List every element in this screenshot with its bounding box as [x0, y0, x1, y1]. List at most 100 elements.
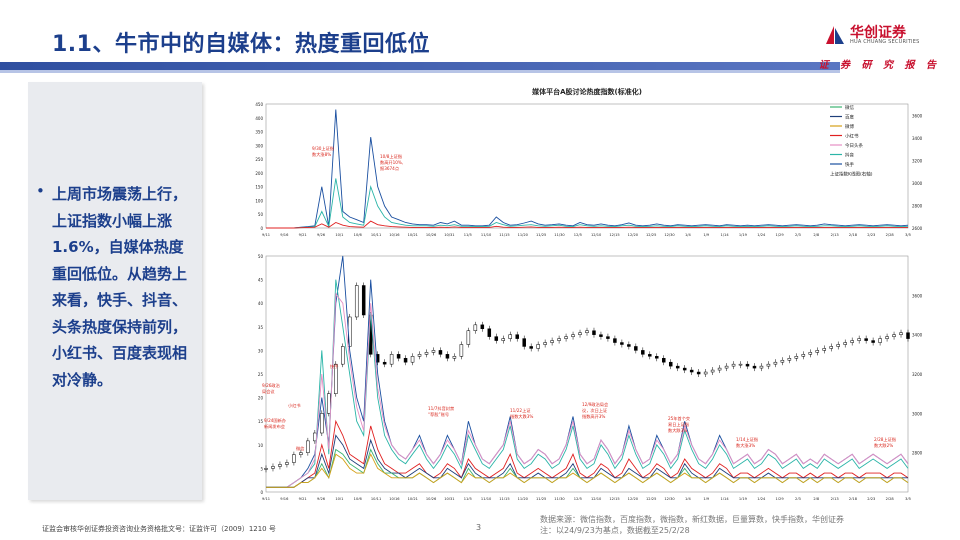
kline-candle — [620, 342, 624, 345]
kline-candle — [361, 285, 366, 316]
kline-candle — [438, 350, 443, 355]
x-tick-label: 1/29 — [776, 497, 785, 500]
legend-label: 抖音 — [845, 152, 854, 159]
chart-annotation: 12/9政治局会 — [582, 401, 609, 408]
series-line-微博 — [266, 453, 909, 488]
kline-candle — [536, 344, 540, 349]
x-tick-label: 9/21 — [299, 497, 307, 500]
kline-candle — [354, 285, 359, 318]
x-tick-label: 3/5 — [905, 233, 911, 237]
x-tick-label: 12/30 — [664, 497, 675, 500]
y-left-tick-label: 50 — [258, 254, 264, 259]
x-tick-label: 2/23 — [867, 497, 875, 500]
chart-annotation: 数大涨8% — [312, 151, 331, 158]
x-tick-label: 9/26 — [317, 233, 326, 237]
y-right-tick-label: 2800 — [912, 451, 922, 456]
heat-index-chart: 媒体平台A股讨论热度指数(标准化)05010015020025030035040… — [255, 87, 922, 500]
chart-annotation: 数大跌2% — [874, 442, 893, 449]
plot-frame — [265, 255, 909, 493]
kline-candle — [648, 354, 652, 357]
series-line-抖音 — [266, 279, 909, 488]
y-right-tick-label: 2600 — [912, 226, 922, 231]
kline-candle — [780, 359, 785, 363]
chart-annotation: 数高开10%, — [380, 159, 403, 166]
kline-candle — [466, 330, 471, 345]
x-tick-label: 1/9 — [703, 497, 709, 500]
kline-candle — [710, 369, 715, 373]
x-tick-label: 2/18 — [849, 233, 858, 237]
kline-candle — [396, 354, 401, 359]
x-tick-label: 2/13 — [831, 497, 839, 500]
kline-candle — [431, 350, 436, 353]
kline-candle — [703, 371, 708, 375]
chart-annotation: 1/14上证指 — [736, 436, 758, 443]
y-left-tick-label: 400 — [255, 116, 263, 121]
x-tick-label: 11/20 — [518, 497, 529, 500]
x-tick-label: 1/9 — [703, 233, 709, 237]
x-tick-label: 2/13 — [831, 233, 839, 237]
kline-candle — [871, 340, 875, 343]
kline-candle — [341, 346, 345, 365]
x-tick-label: 10/16 — [389, 497, 400, 500]
slide-title: 1.1、牛市中的自媒体：热度重回低位 — [52, 32, 430, 57]
x-tick-label: 2/18 — [849, 497, 858, 500]
y-left-tick-label: 5 — [260, 466, 263, 471]
x-tick-label: 9/16 — [280, 233, 289, 237]
note-line: 注：以24/9/23为基点，数据截至25/2/28 — [540, 526, 690, 535]
chart-annotation: 11/7抖音封禁 — [428, 405, 454, 412]
chart-annotation: 2/28上证指 — [874, 436, 896, 443]
y-left-tick-label: 0 — [260, 490, 263, 495]
x-tick-label: 12/15 — [609, 497, 619, 500]
footer-license: 证监会审核华创证券投资咨询业务资格批文号：证监许可（2009）1210 号 — [42, 525, 276, 533]
y-left-tick-label: 100 — [255, 198, 263, 203]
x-tick-label: 9/21 — [299, 233, 307, 237]
legend-label: 微信 — [845, 104, 854, 111]
kline-candle — [801, 354, 806, 357]
kline-candle — [815, 350, 820, 353]
x-tick-label: 3/5 — [905, 497, 911, 500]
x-tick-label: 9/11 — [262, 233, 270, 237]
kline-candle — [773, 361, 778, 365]
kline-candle — [327, 393, 331, 414]
source-line: 数据来源：微信指数，百度指数，微指数，新红数据，巨量算数，快手指数，华创证券 — [540, 515, 844, 524]
x-tick-label: 12/20 — [628, 233, 639, 237]
x-tick-label: 10/31 — [444, 497, 454, 500]
chart-annotation: 指数大跌3% — [510, 413, 533, 420]
y-left-tick-label: 300 — [255, 143, 263, 148]
kline-candle — [724, 365, 729, 369]
x-tick-label: 1/19 — [739, 497, 748, 500]
kline-candle — [564, 336, 568, 339]
chart-annotation: 9/26政治 — [262, 382, 280, 389]
series-line-快手 — [266, 109, 909, 229]
x-tick-label: 9/11 — [262, 497, 270, 500]
y-right-tick-label: 3600 — [912, 293, 922, 298]
kline-candle — [787, 358, 792, 361]
kline-candle — [320, 413, 324, 434]
y-left-tick-label: 45 — [258, 278, 264, 283]
chart-annotation: 易日上证指 — [668, 421, 689, 428]
x-tick-label: 9/16 — [280, 497, 289, 500]
kline-candle — [794, 356, 799, 359]
x-tick-label: 10/6 — [354, 233, 363, 237]
x-tick-label: 10/21 — [408, 233, 418, 237]
x-tick-label: 11/5 — [464, 233, 472, 237]
y-left-tick-label: 200 — [255, 171, 263, 176]
x-tick-label: 1/14 — [721, 233, 730, 237]
y-left-tick-label: 25 — [258, 372, 264, 377]
series-line-抖音 — [266, 178, 909, 229]
kline-candle — [822, 348, 827, 351]
kline-candle — [829, 346, 833, 349]
x-tick-label: 12/25 — [646, 497, 656, 500]
kline-candle — [689, 369, 694, 373]
page-number: 3 — [476, 523, 482, 532]
kline-candle — [899, 332, 903, 335]
bullet-icon: • — [36, 182, 45, 200]
brand-subtitle: HUA CHUANG SECURITIES — [850, 39, 920, 45]
kline-candle — [655, 356, 659, 359]
kline-candle — [850, 340, 854, 343]
x-tick-label: 12/10 — [591, 233, 602, 237]
brand-name: 华创证券 — [850, 25, 906, 41]
kline-candle — [585, 330, 589, 333]
x-tick-label: 10/1 — [335, 497, 343, 500]
chart-annotation: 快手 — [330, 363, 338, 370]
